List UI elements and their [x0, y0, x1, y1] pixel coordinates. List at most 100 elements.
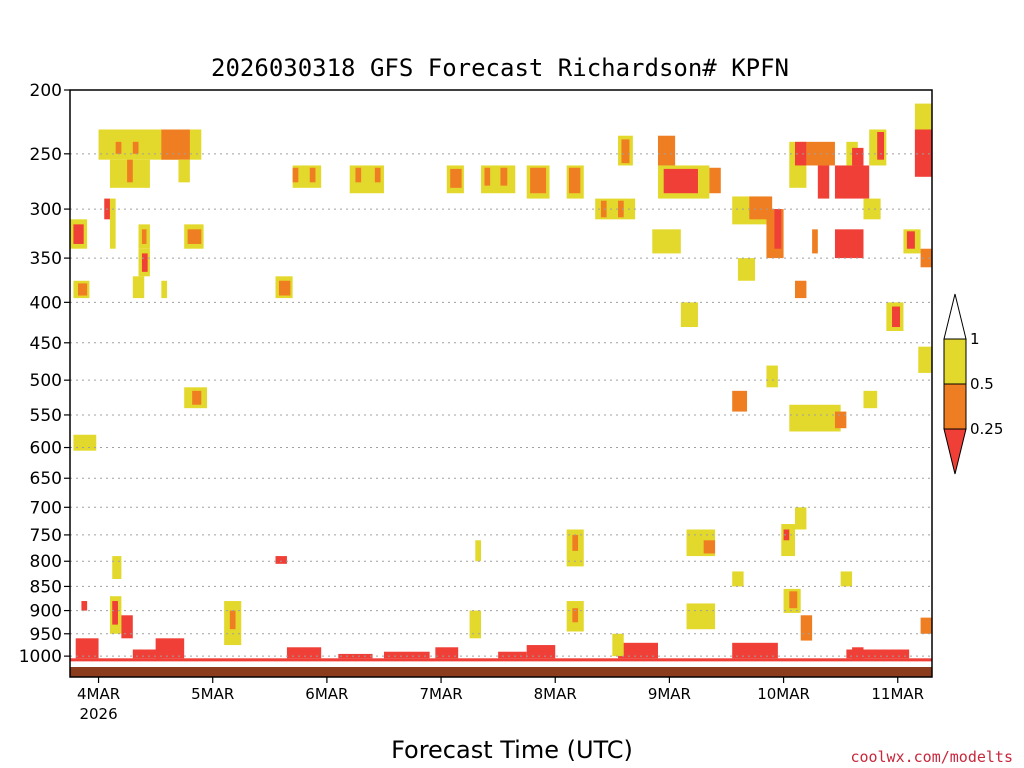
- heatmap-cell: [834, 165, 870, 199]
- y-tick-label: 800: [30, 552, 62, 572]
- ground-band: [70, 667, 932, 677]
- heatmap-cell: [863, 198, 881, 220]
- y-tick-label: 950: [30, 625, 62, 645]
- heatmap-cell: [435, 647, 459, 659]
- y-tick-label: 350: [30, 249, 62, 269]
- heatmap-cell: [450, 168, 462, 188]
- x-tick-label: 7MAR: [419, 685, 462, 703]
- heatmap-cell: [834, 411, 847, 429]
- heatmap-cell: [783, 529, 790, 541]
- heatmap-cell: [863, 390, 878, 409]
- y-tick-label: 400: [30, 293, 62, 313]
- heatmap-cell: [812, 229, 818, 254]
- heatmap-cell: [732, 390, 748, 412]
- x-tick-label: 4MAR: [77, 685, 120, 703]
- heatmap-cell: [840, 571, 853, 587]
- heatmap-cell: [338, 653, 373, 659]
- heatmap-cell: [618, 642, 658, 659]
- y-tick-label: 200: [30, 81, 62, 101]
- heatmap-cell: [275, 556, 287, 564]
- heatmap-cell: [77, 283, 88, 296]
- heatmap-cell: [127, 159, 133, 183]
- heatmap-cell: [383, 651, 430, 659]
- heatmap-cell: [141, 253, 148, 272]
- heatmap-cell: [374, 167, 381, 183]
- heatmap-cell: [800, 615, 813, 641]
- x-axis-label: Forecast Time (UTC): [391, 736, 633, 764]
- heatmap-cell: [789, 591, 798, 609]
- chart-title: 2026030318 GFS Forecast Richardson# KPFN: [211, 54, 789, 82]
- x-tick-label: 10MAR: [757, 685, 810, 703]
- heatmap-cell: [680, 302, 698, 328]
- x-tick-year-label: 2026: [79, 705, 117, 723]
- heatmap-cell: [686, 603, 716, 630]
- heatmap-cell: [817, 165, 830, 199]
- heatmap-cell: [309, 167, 316, 183]
- heatmap-cell: [794, 280, 807, 299]
- heatmap-cell: [115, 141, 122, 154]
- heatmap-cell: [73, 224, 84, 244]
- y-tick-label: 650: [30, 469, 62, 489]
- y-tick-label: 750: [30, 526, 62, 546]
- heatmap-cell: [572, 534, 579, 551]
- heatmap-cell: [192, 390, 202, 405]
- heatmap-cell: [920, 617, 932, 634]
- x-tick-label: 5MAR: [191, 685, 234, 703]
- heatmap-cell: [572, 608, 579, 623]
- heatmap-cell: [663, 168, 698, 194]
- legend-label-0-25: 0.25: [970, 420, 1003, 438]
- heatmap-cell: [530, 167, 547, 194]
- heatmap-cell: [737, 258, 756, 281]
- heatmap-cell: [877, 131, 885, 160]
- heatmap-cell: [132, 276, 145, 299]
- heatmap-cell: [732, 571, 744, 587]
- heatmap-cell: [178, 159, 190, 183]
- heatmap-cell: [161, 280, 168, 299]
- heatmap-cell: [600, 200, 607, 218]
- legend-over-triangle: [943, 293, 967, 340]
- heatmap-cell: [621, 139, 630, 164]
- heatmap-cell: [703, 540, 716, 554]
- heatmap-cell: [906, 231, 915, 249]
- heatmap-cell: [121, 615, 133, 639]
- heatmap-cell: [914, 129, 932, 177]
- heatmap-cell: [355, 167, 362, 183]
- heatmap-cell: [155, 638, 185, 659]
- heatmap-cell: [657, 135, 676, 166]
- plot-frame: [69, 89, 933, 678]
- heatmap-cell: [794, 141, 807, 166]
- heatmap-cell: [112, 601, 118, 625]
- heatmap-cell: [846, 649, 910, 659]
- legend-label-1: 1: [970, 330, 980, 348]
- y-tick-label: 1000: [19, 647, 62, 667]
- heatmap-cell: [70, 658, 932, 662]
- heatmap-cell: [920, 248, 932, 268]
- heatmap-cell: [852, 147, 864, 166]
- heatmap-cell: [774, 209, 782, 249]
- heatmap-cell: [161, 129, 190, 160]
- credit-text: coolwx.com/modelts: [850, 748, 1013, 766]
- heatmap-cell: [618, 200, 624, 218]
- color-legend: 1 0.5 0.25: [943, 293, 1003, 475]
- heatmap-cell: [187, 229, 202, 244]
- heatmap-cell: [292, 167, 299, 183]
- heatmap-cell: [109, 198, 116, 249]
- y-tick-label: 700: [30, 498, 62, 518]
- heatmap-cell: [852, 647, 864, 659]
- heatmap-cell: [141, 229, 147, 244]
- y-tick-label: 900: [30, 602, 62, 622]
- heatmap-cell: [526, 645, 556, 659]
- heatmap-cell: [475, 540, 482, 562]
- heatmap-cell: [112, 556, 122, 579]
- heatmap-cell: [766, 365, 778, 388]
- y-tick-label: 550: [30, 406, 62, 426]
- heatmap-cell: [498, 651, 527, 659]
- y-tick-label: 300: [30, 200, 62, 220]
- heatmap-cell: [132, 649, 162, 659]
- heatmap-cell: [612, 633, 624, 657]
- legend-label-0-5: 0.5: [970, 375, 994, 393]
- heatmap-cell: [732, 642, 778, 659]
- heatmap-cell: [568, 167, 581, 194]
- heatmap-cell: [834, 229, 864, 259]
